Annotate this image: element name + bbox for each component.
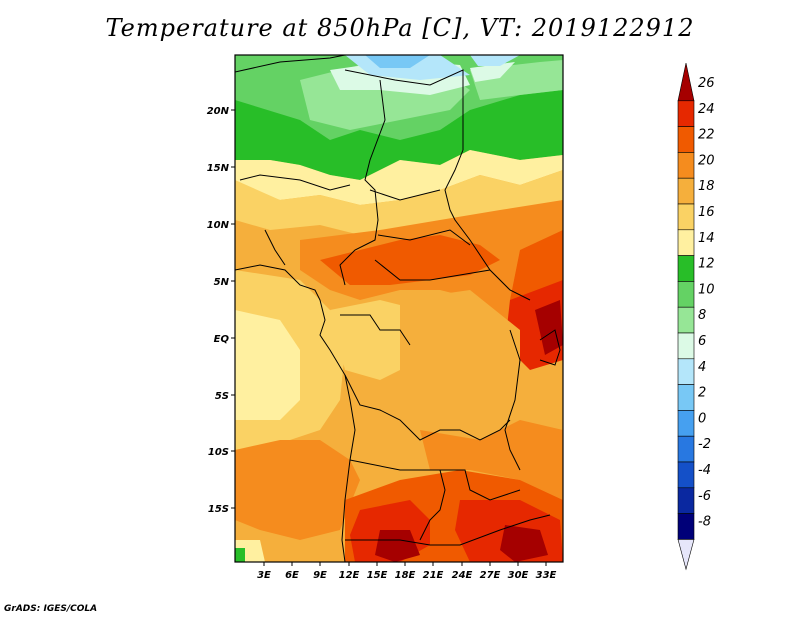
colorbar-label: 14 [698, 231, 715, 246]
lon-axis: 3E 6E 9E 12E 15E 18E 21E 24E 27E 30E 33E [257, 562, 557, 581]
lat-tick-label: 15N [207, 163, 230, 174]
map-frame [234, 54, 564, 563]
colorbar-swatch [677, 539, 695, 571]
lat-tick-label: 10N [207, 220, 230, 231]
colorbar-swatch [677, 487, 695, 514]
colorbar-label: -8 [698, 515, 711, 530]
colorbar-label: 26 [698, 76, 715, 91]
temperature-field [235, 55, 563, 562]
colorbar-swatch [677, 306, 695, 334]
colorbar-swatch [677, 203, 695, 231]
colorbar-swatch [677, 281, 695, 308]
colorbar-label: 24 [698, 102, 715, 117]
colorbar-label: 20 [698, 153, 715, 168]
colorbar-swatch [677, 126, 695, 153]
lon-tick-label: 12E [339, 570, 360, 581]
colorbar-label: 12 [698, 257, 715, 272]
colorbar-swatch [677, 229, 695, 256]
colorbar-swatch [677, 255, 695, 282]
colorbar-label: 4 [698, 360, 706, 375]
lon-tick-label: 6E [285, 570, 299, 581]
colorbar-label: 22 [698, 128, 715, 143]
map-title: Temperature at 850hPa [C], VT: 201912291… [105, 14, 695, 42]
colorbar-swatch [677, 513, 695, 540]
colorbar-swatch [677, 358, 695, 385]
lat-tick-label: 10S [208, 447, 229, 458]
colorbar-swatch [677, 410, 695, 437]
lon-tick-label: 24E [452, 570, 473, 581]
lon-tick-label: 15E [367, 570, 388, 581]
lat-tick-label: 5N [214, 277, 230, 288]
colorbar-label: 2 [698, 386, 706, 401]
borders [235, 55, 561, 562]
colorbar-label: 6 [698, 334, 706, 349]
colorbar-label: -6 [698, 489, 711, 504]
colorbar-swatch [677, 332, 695, 360]
colorbar-swatch [677, 152, 695, 179]
lat-axis: 20N 15N 10N 5N EQ 5S 10S 15S [207, 106, 235, 515]
lon-tick-label: 3E [257, 570, 271, 581]
lon-tick-label: 33E [536, 570, 557, 581]
lat-tick-label: 15S [208, 504, 229, 515]
colorbar-swatch [677, 100, 695, 127]
lat-tick-label: 5S [215, 391, 229, 402]
colorbar-label: 8 [698, 308, 706, 323]
colorbar-label: 0 [698, 411, 706, 426]
colorbar-swatch [677, 435, 695, 463]
lat-tick-label: EQ [214, 334, 230, 345]
colorbar-label: 18 [698, 179, 715, 194]
lon-tick-label: 18E [395, 570, 416, 581]
colorbar-swatch [677, 461, 695, 489]
colorbar-label: 16 [698, 205, 715, 220]
credit-label: GrADS: IGES/COLA [4, 604, 98, 614]
lon-tick-label: 30E [508, 570, 529, 581]
colorbar-swatch [677, 177, 695, 205]
colorbar-label: -4 [698, 463, 711, 478]
lat-tick-label: 20N [207, 106, 230, 117]
colorbar-swatch [677, 62, 695, 102]
lon-tick-label: 27E [480, 570, 501, 581]
lon-tick-label: 21E [423, 570, 444, 581]
colorbar-label: -2 [698, 437, 711, 452]
colorbar-label: 10 [698, 282, 715, 297]
colorbar-swatch [677, 384, 695, 411]
lon-tick-label: 9E [313, 570, 327, 581]
